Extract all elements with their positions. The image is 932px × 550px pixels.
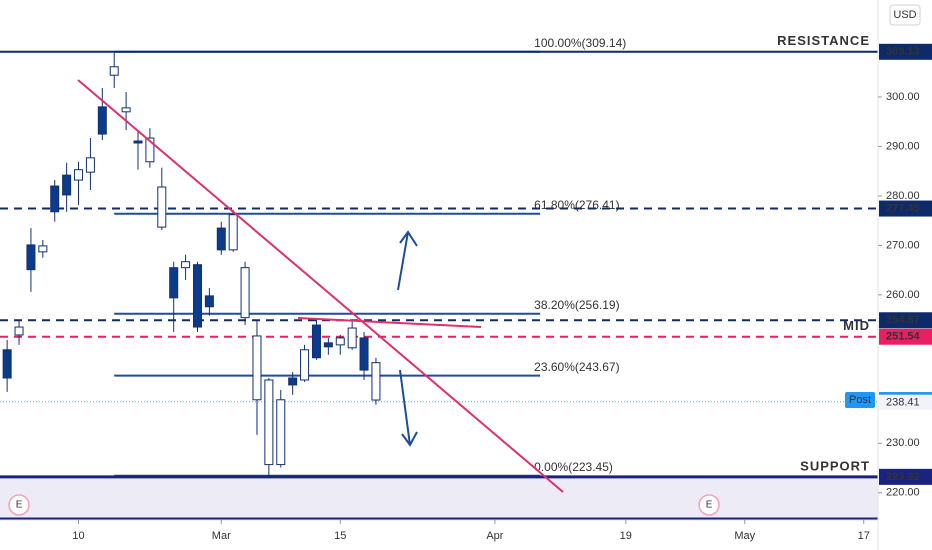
candle-body [50, 185, 60, 213]
y-tick-label: 280.00 [886, 190, 920, 202]
fib-label: 0.00%(223.45) [534, 460, 613, 474]
candle-body [240, 267, 250, 319]
x-tick-label: Mar [212, 530, 231, 542]
candle-body [323, 342, 333, 348]
candle-body [85, 157, 95, 173]
down-arrow [399, 369, 418, 447]
y-tick-label: 270.00 [886, 239, 920, 251]
y-tick-label: 220.00 [886, 487, 920, 499]
candle-body [276, 399, 286, 466]
x-tick-label: 15 [334, 530, 346, 542]
candle-body [169, 267, 179, 299]
trend-line [297, 317, 482, 328]
level-text: SUPPORT [800, 458, 870, 473]
trend-line [77, 79, 564, 493]
candle-body [252, 335, 262, 401]
event-label: E [16, 500, 23, 511]
level-tag-label: 309.13 [886, 46, 920, 58]
level-tag [879, 43, 932, 60]
candle-body [264, 379, 274, 466]
candle-body [97, 106, 107, 135]
candle-body [288, 377, 298, 386]
candle-body [74, 169, 84, 181]
candle-body [14, 326, 24, 336]
fib-label: 61.80%(276.41) [534, 198, 619, 212]
level-tag-label: 251.54 [886, 331, 921, 343]
x-tick-label: 10 [72, 530, 84, 542]
candle-body [26, 244, 36, 271]
candle-body [121, 107, 131, 113]
level-tag-label: 277.45 [886, 202, 920, 214]
candle-body [181, 261, 191, 269]
candle-body [371, 362, 381, 401]
y-tick-label: 230.00 [886, 437, 920, 449]
candle-body [62, 174, 72, 196]
level-tag [879, 328, 932, 345]
last-price-name-tag [845, 392, 875, 409]
up-arrow [397, 230, 418, 291]
support-zone [0, 476, 878, 519]
candle-body [204, 295, 214, 308]
candle-body [2, 349, 12, 379]
x-tick-label: May [734, 530, 755, 542]
y-tick-label: 290.00 [886, 140, 920, 152]
level-tag-label: 223.22 [886, 471, 920, 483]
candle-body [109, 66, 119, 76]
level-tag-label: 254.87 [886, 314, 920, 326]
level-tag [879, 468, 932, 485]
fib-label: 38.20%(256.19) [534, 298, 619, 312]
candle-body [228, 214, 238, 251]
candle-body [145, 137, 155, 163]
x-tick-label: 19 [620, 530, 632, 542]
candle-body [38, 245, 48, 253]
zone-layer [0, 476, 878, 519]
candle-body [133, 140, 143, 144]
event-marker [8, 494, 30, 516]
candle-body [359, 337, 369, 371]
last-price-name: Post [849, 394, 871, 406]
candle-body [300, 349, 310, 381]
level-tag [879, 312, 932, 329]
candle-body [347, 327, 357, 349]
candle-body [157, 186, 167, 228]
fib-label: 23.60%(243.67) [534, 360, 619, 374]
x-tick-label: Apr [486, 530, 503, 542]
fib-label: 100.00%(309.14) [534, 36, 626, 50]
currency: USD [893, 9, 916, 21]
level-tag [879, 200, 932, 217]
candle-body [216, 227, 226, 251]
y-tick-label: 300.00 [886, 91, 920, 103]
axis-layer: 300.00 290.00 280.00 270.00 260.00 230.00 220.… [72, 43, 932, 542]
y-tick-label: 260.00 [886, 289, 920, 301]
plot-layer: 100.00%(309.14) 61.80%(276.41) 38.20%(256.… [0, 33, 878, 520]
candle-body [311, 324, 321, 359]
event-label: E [706, 500, 713, 511]
currency-box[interactable] [889, 4, 921, 26]
candle-body [335, 337, 345, 346]
prev-close-label: 238.41 [886, 397, 920, 409]
event-marker [698, 494, 720, 516]
level-text: MID [843, 318, 870, 333]
x-tick-label: 17 [858, 530, 870, 542]
level-text: RESISTANCE [777, 33, 870, 48]
candle-body [192, 264, 202, 328]
prev-close-tag [879, 394, 932, 410]
